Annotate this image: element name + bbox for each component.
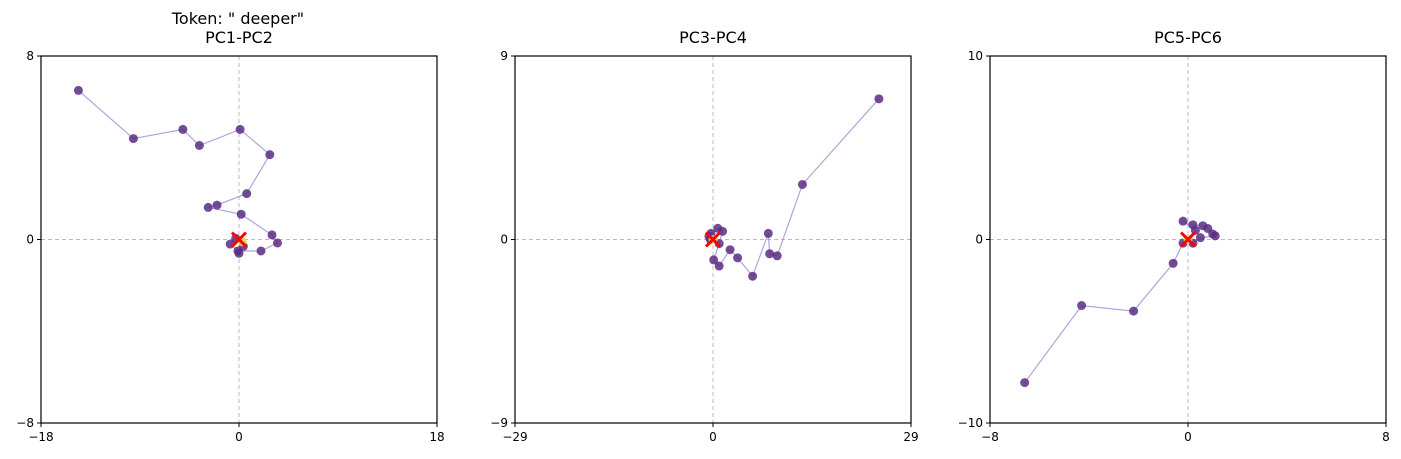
panel-title: PC5-PC6	[1154, 28, 1222, 47]
y-tick-label: 8	[26, 49, 34, 63]
data-point	[178, 124, 188, 134]
data-point	[714, 261, 724, 271]
y-tick-label: 0	[26, 233, 34, 247]
origin-marker	[230, 231, 248, 248]
panel-1: PC1-PC2 −18 0 18 −8 0 8	[16, 28, 444, 444]
data-point	[1178, 216, 1188, 226]
data-point	[874, 94, 884, 104]
data-point	[267, 230, 277, 240]
data-point	[73, 85, 83, 95]
data-point	[235, 124, 245, 134]
panel-title: PC1-PC2	[205, 28, 273, 47]
x-tick-label: 0	[709, 430, 717, 444]
y-tick-label: −9	[490, 416, 508, 430]
origin-marker	[704, 231, 722, 248]
data-point	[765, 249, 775, 259]
data-point	[713, 223, 723, 233]
data-point	[1129, 306, 1139, 316]
x-tick-label: 0	[235, 430, 243, 444]
data-point	[203, 202, 213, 212]
data-point	[797, 179, 807, 189]
data-point	[1195, 233, 1205, 243]
x-tick-label: −18	[28, 430, 53, 444]
data-point	[725, 245, 735, 255]
panel-3: PC5-PC6 −8 0 8 −10 0 10	[958, 28, 1390, 444]
data-point	[1210, 231, 1220, 241]
x-tick-label: 8	[1382, 430, 1390, 444]
data-point	[1188, 220, 1198, 230]
origin-marker	[1179, 231, 1197, 248]
y-tick-label: 10	[968, 49, 983, 63]
panel-title: PC3-PC4	[679, 28, 747, 47]
y-tick-label: 0	[975, 233, 983, 247]
data-point	[763, 228, 773, 238]
data-point	[194, 140, 204, 150]
y-tick-label: 9	[500, 49, 508, 63]
x-tick-label: 29	[903, 430, 918, 444]
data-point	[128, 134, 138, 144]
data-point	[1077, 301, 1087, 311]
data-point	[772, 251, 782, 261]
data-point	[273, 238, 282, 248]
data-point	[212, 200, 222, 210]
trajectory-line	[78, 89, 279, 254]
data-point	[242, 189, 252, 199]
data-point	[1168, 258, 1178, 268]
y-tick-label: −10	[958, 416, 983, 430]
x-tick-label: −8	[981, 430, 999, 444]
data-point	[1020, 378, 1030, 388]
data-point	[733, 253, 743, 263]
data-point	[709, 255, 719, 265]
data-point	[265, 150, 275, 160]
data-point	[236, 209, 246, 219]
figure-suptitle: Token: " deeper"	[171, 9, 304, 28]
data-point	[256, 246, 266, 256]
y-tick-label: −8	[16, 416, 34, 430]
data-point	[234, 248, 244, 258]
x-tick-label: 18	[429, 430, 444, 444]
y-tick-label: 0	[500, 233, 508, 247]
data-point	[748, 271, 758, 281]
panel-2: PC3-PC4 −29 0 29 −9 0 9	[490, 28, 918, 444]
x-tick-label: −29	[502, 430, 527, 444]
x-tick-label: 0	[1184, 430, 1192, 444]
